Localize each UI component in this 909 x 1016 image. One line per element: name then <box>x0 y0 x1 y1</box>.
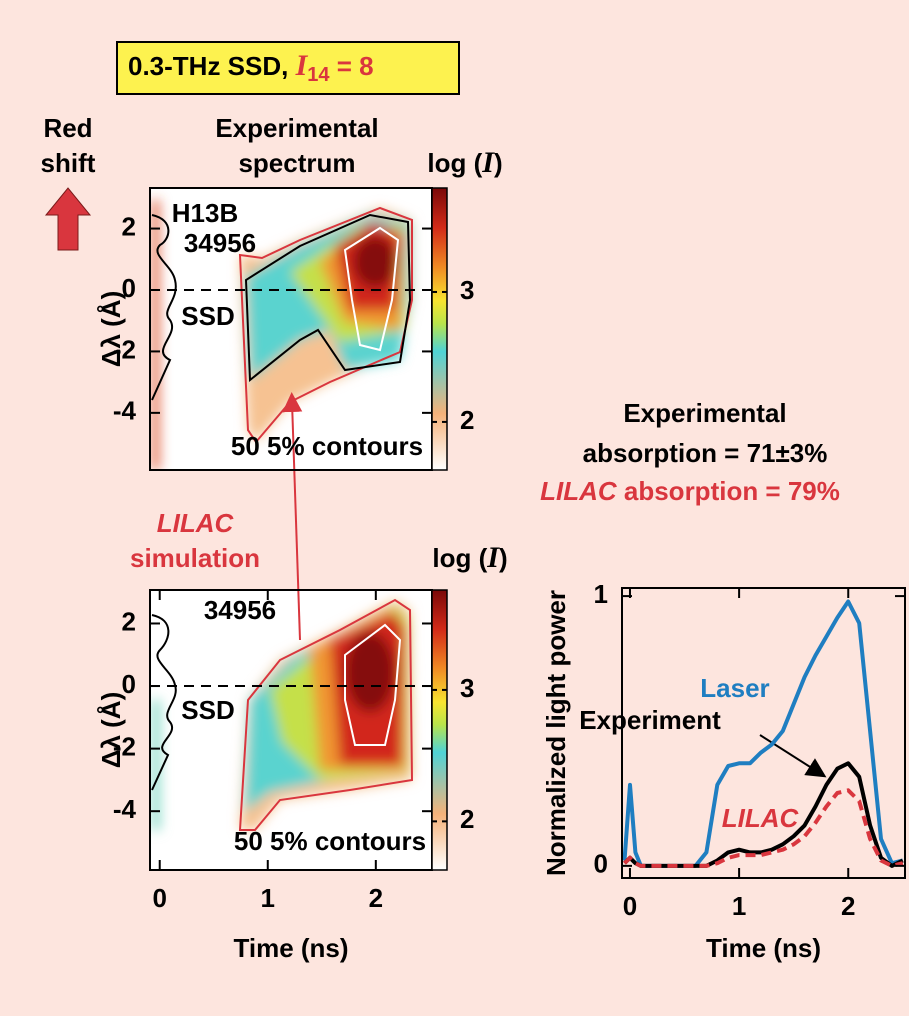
colorbar-label: log (I) <box>432 541 507 574</box>
panel-title: simulation <box>130 543 260 573</box>
annotation: H13B <box>172 198 238 228</box>
series-label: Laser <box>700 673 769 703</box>
x-tick-label: 1 <box>261 883 275 913</box>
y-tick-label: -4 <box>113 794 137 824</box>
lilac-name: LILAC <box>540 476 618 506</box>
panel-title: LILAC <box>157 508 235 538</box>
colorbar-label-part: I <box>486 541 500 574</box>
y-axis-label: Δλ (Å) <box>96 692 126 768</box>
title-suffix: = 8 <box>330 51 374 81</box>
x-tick-label: 2 <box>841 891 855 921</box>
x-axis-label: Time (ns) <box>233 933 348 963</box>
absorption-label: LILAC absorption = 79% <box>540 476 840 506</box>
colorbar <box>431 589 448 871</box>
colorbar-tick-label: 2 <box>460 804 474 834</box>
annotation: SSD <box>181 301 234 331</box>
absorption-value: absorption = 79% <box>617 476 840 506</box>
pointer-arrow <box>282 392 303 641</box>
y-tick-label: 2 <box>122 606 136 636</box>
y-tick-label: -4 <box>113 396 137 426</box>
y-tick-label: -2 <box>113 334 136 364</box>
panel-title: Experimental <box>215 113 378 143</box>
annotation: 50 5% contours <box>231 431 423 461</box>
heatmap-image <box>150 590 432 870</box>
series-label: Experiment <box>579 705 721 735</box>
title-symbol: I <box>295 49 309 82</box>
y-tick-label: 2 <box>122 211 136 241</box>
y-tick-label: 0 <box>122 669 136 699</box>
red-shift-arrow <box>44 187 92 251</box>
title-box <box>116 41 460 95</box>
plot-frame <box>621 587 906 879</box>
colorbar-label-part: log ( <box>427 148 482 178</box>
colorbar-tick-label: 3 <box>460 275 474 305</box>
colorbar-label-part: ) <box>499 543 508 573</box>
y-tick-label: 0 <box>122 273 136 303</box>
annotation: 34956 <box>204 595 276 625</box>
colorbar-label-part: ) <box>494 148 503 178</box>
x-axis-label: Time (ns) <box>706 933 821 963</box>
series-label: LILAC <box>722 803 800 833</box>
y-axis-label: Δλ (Å) <box>96 291 126 367</box>
colorbar-label: log (I) <box>427 146 502 179</box>
title: 0.3-THz SSD, I14 = 8 <box>128 49 374 86</box>
pointer-arrow <box>759 734 827 778</box>
series-line <box>623 788 904 868</box>
red-shift-label: shift <box>41 148 96 178</box>
y-tick-label: -2 <box>113 731 136 761</box>
annotation: 34956 <box>184 228 256 258</box>
colorbar-tick-label: 2 <box>460 405 474 435</box>
absorption-label: absorption = 71±3% <box>583 438 828 468</box>
y-tick-label: 1 <box>594 579 608 609</box>
annotation: SSD <box>181 695 234 725</box>
x-tick-label: 0 <box>152 883 166 913</box>
colorbar-tick-label: 3 <box>460 673 474 703</box>
title-subscript: 14 <box>307 64 330 86</box>
x-tick-label: 2 <box>369 883 383 913</box>
title-text: 0.3-THz SSD, <box>128 51 296 81</box>
absorption-label: Experimental <box>623 398 786 428</box>
x-tick-label: 0 <box>623 891 637 921</box>
y-tick-label: 0 <box>594 849 608 879</box>
heatmap-image <box>150 188 432 470</box>
x-tick-label: 1 <box>732 891 746 921</box>
colorbar-label-part: I <box>481 146 495 179</box>
annotation: 50 5% contours <box>234 826 426 856</box>
colorbar <box>431 187 448 471</box>
colorbar-label-part: log ( <box>432 543 487 573</box>
red-shift-label: Red <box>43 113 92 143</box>
y-axis-label: Normalized light power <box>541 590 571 876</box>
panel-title: spectrum <box>238 148 355 178</box>
